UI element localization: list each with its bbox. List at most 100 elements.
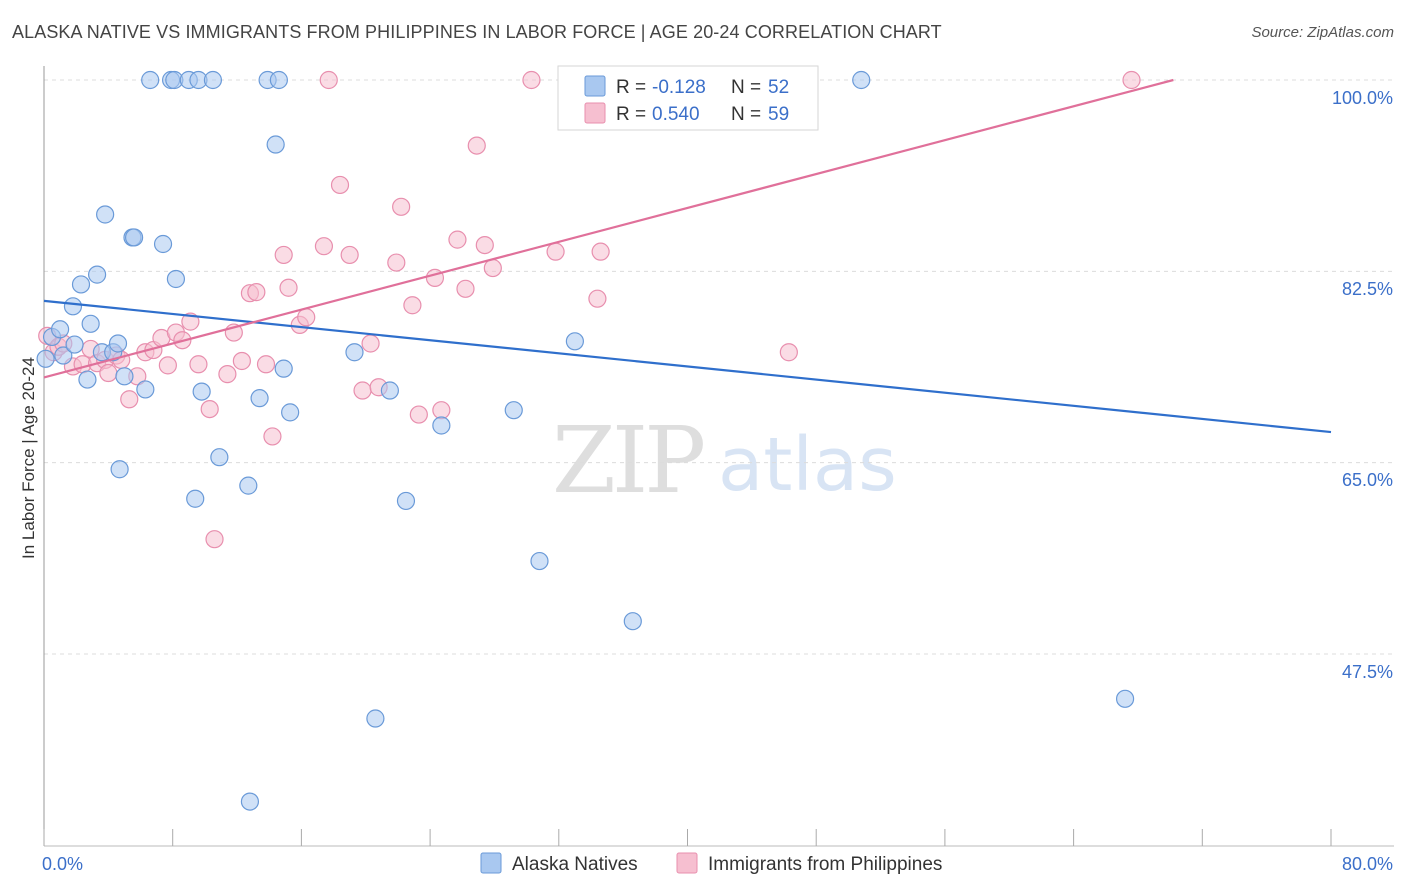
series-alaska-natives <box>36 70 1135 811</box>
alaska-point-7 <box>78 370 97 389</box>
x-tick-label-min: 0.0% <box>42 854 83 874</box>
philippines-point-57 <box>591 242 610 261</box>
philippines-point-54 <box>546 242 565 261</box>
philippines-point-59 <box>1122 70 1141 90</box>
alaska-point-31 <box>250 389 269 408</box>
philippines-point-35 <box>314 237 334 256</box>
legend-r-value-2: 0.540 <box>652 104 700 125</box>
philippines-point-43 <box>392 197 411 216</box>
philippines-point-22 <box>200 399 219 419</box>
philippines-point-42 <box>387 253 406 272</box>
philippines-point-23 <box>205 530 224 549</box>
philippines-point-39 <box>353 381 372 400</box>
philippines-point-32 <box>279 278 298 297</box>
y-tick-labels: 100.0% 82.5% 65.0% 47.5% <box>1332 88 1393 682</box>
alaska-point-25 <box>186 489 205 508</box>
philippines-point-51 <box>475 235 494 255</box>
alaska-point-35 <box>274 359 293 378</box>
correlation-legend: R = -0.128 N = 52 R = 0.540 N = 59 <box>557 65 819 131</box>
alaska-point-51 <box>240 792 260 811</box>
alaska-point-4 <box>63 297 83 316</box>
philippines-point-38 <box>340 245 359 265</box>
philippines-point-9 <box>99 363 118 383</box>
philippines-point-34 <box>297 308 316 327</box>
philippines-point-44 <box>403 296 422 315</box>
y-tick-label-65: 65.0% <box>1342 470 1393 490</box>
alaska-point-18 <box>136 380 155 399</box>
alaska-point-27 <box>192 382 211 401</box>
philippines-point-47 <box>432 401 451 420</box>
alaska-point-8 <box>81 314 100 333</box>
philippines-point-49 <box>456 279 475 298</box>
legend-r-label-2: R = <box>616 104 646 125</box>
trend-line-alaska-natives <box>43 299 1332 434</box>
trend-line-philippines <box>43 78 1174 379</box>
philippines-point-48 <box>448 230 467 249</box>
alaska-point-14 <box>110 460 129 479</box>
alaska-point-29 <box>210 448 229 467</box>
bottom-legend-swatch-pink <box>676 852 698 874</box>
legend-n-label-2: N = <box>731 104 761 125</box>
philippines-point-30 <box>263 427 282 446</box>
philippines-point-52 <box>483 258 502 278</box>
alaska-point-17 <box>124 228 144 247</box>
philippines-point-50 <box>467 136 486 155</box>
alaska-point-0 <box>36 349 55 368</box>
alaska-point-3 <box>54 346 73 365</box>
alaska-point-11 <box>96 205 115 224</box>
alaska-point-2 <box>50 320 70 339</box>
alaska-point-6 <box>71 275 91 294</box>
philippines-point-36 <box>319 70 338 90</box>
alaska-point-33 <box>266 135 285 154</box>
philippines-point-53 <box>522 70 541 90</box>
philippines-point-17 <box>158 356 177 375</box>
y-axis-label: In Labor Force | Age 20-24 <box>19 357 38 559</box>
alaska-point-28 <box>203 70 223 90</box>
alaska-point-23 <box>166 269 186 289</box>
legend-n-value-2: 59 <box>768 104 789 125</box>
philippines-point-31 <box>274 245 293 265</box>
philippines-point-40 <box>361 334 380 353</box>
x-ticks <box>43 829 1332 846</box>
watermark-zip: ZIP <box>552 407 703 514</box>
series-immigrants-from-philippines <box>38 70 1141 549</box>
legend-n-value-1: 52 <box>768 77 789 98</box>
alaska-point-19 <box>141 70 160 90</box>
alaska-point-15 <box>115 367 134 386</box>
watermark: ZIP atlas <box>552 407 897 514</box>
bottom-legend-swatch-blue <box>480 852 502 874</box>
chart-source: Source: ZipAtlas.com <box>1251 24 1394 41</box>
alaska-point-41 <box>432 416 451 435</box>
alaska-point-43 <box>530 551 549 571</box>
y-tick-label-100: 100.0% <box>1332 88 1393 108</box>
legend-swatch-pink <box>584 102 606 124</box>
philippines-point-24 <box>218 365 237 384</box>
alaska-point-39 <box>380 381 399 400</box>
legend-r-value-1: -0.128 <box>652 77 706 98</box>
alaska-point-9 <box>87 265 107 284</box>
bottom-legend-label-alaska-natives: Alaska Natives <box>512 854 638 875</box>
philippines-point-56 <box>588 289 607 308</box>
philippines-point-21 <box>189 355 208 374</box>
x-tick-label-max: 80.0% <box>1342 854 1393 874</box>
alaska-point-42 <box>504 401 523 420</box>
alaska-point-40 <box>396 491 416 511</box>
axes <box>43 66 1394 847</box>
legend-swatch-blue <box>584 75 606 97</box>
alaska-point-49 <box>1115 689 1135 708</box>
philippines-point-58 <box>779 343 798 362</box>
chart-title: ALASKA NATIVE VS IMMIGRANTS FROM PHILIPP… <box>12 22 942 42</box>
y-tick-label-47-5: 47.5% <box>1342 662 1393 682</box>
philippines-point-37 <box>330 175 350 195</box>
legend-n-label-1: N = <box>731 77 761 98</box>
alaska-point-48 <box>852 70 871 90</box>
philippines-point-12 <box>120 390 139 409</box>
philippines-point-45 <box>409 405 428 424</box>
alaska-point-37 <box>345 343 364 362</box>
trend-lines <box>43 78 1332 434</box>
watermark-atlas: atlas <box>718 422 897 508</box>
alaska-point-5 <box>65 335 84 354</box>
alaska-point-20 <box>153 234 173 254</box>
alaska-point-44 <box>565 332 584 351</box>
